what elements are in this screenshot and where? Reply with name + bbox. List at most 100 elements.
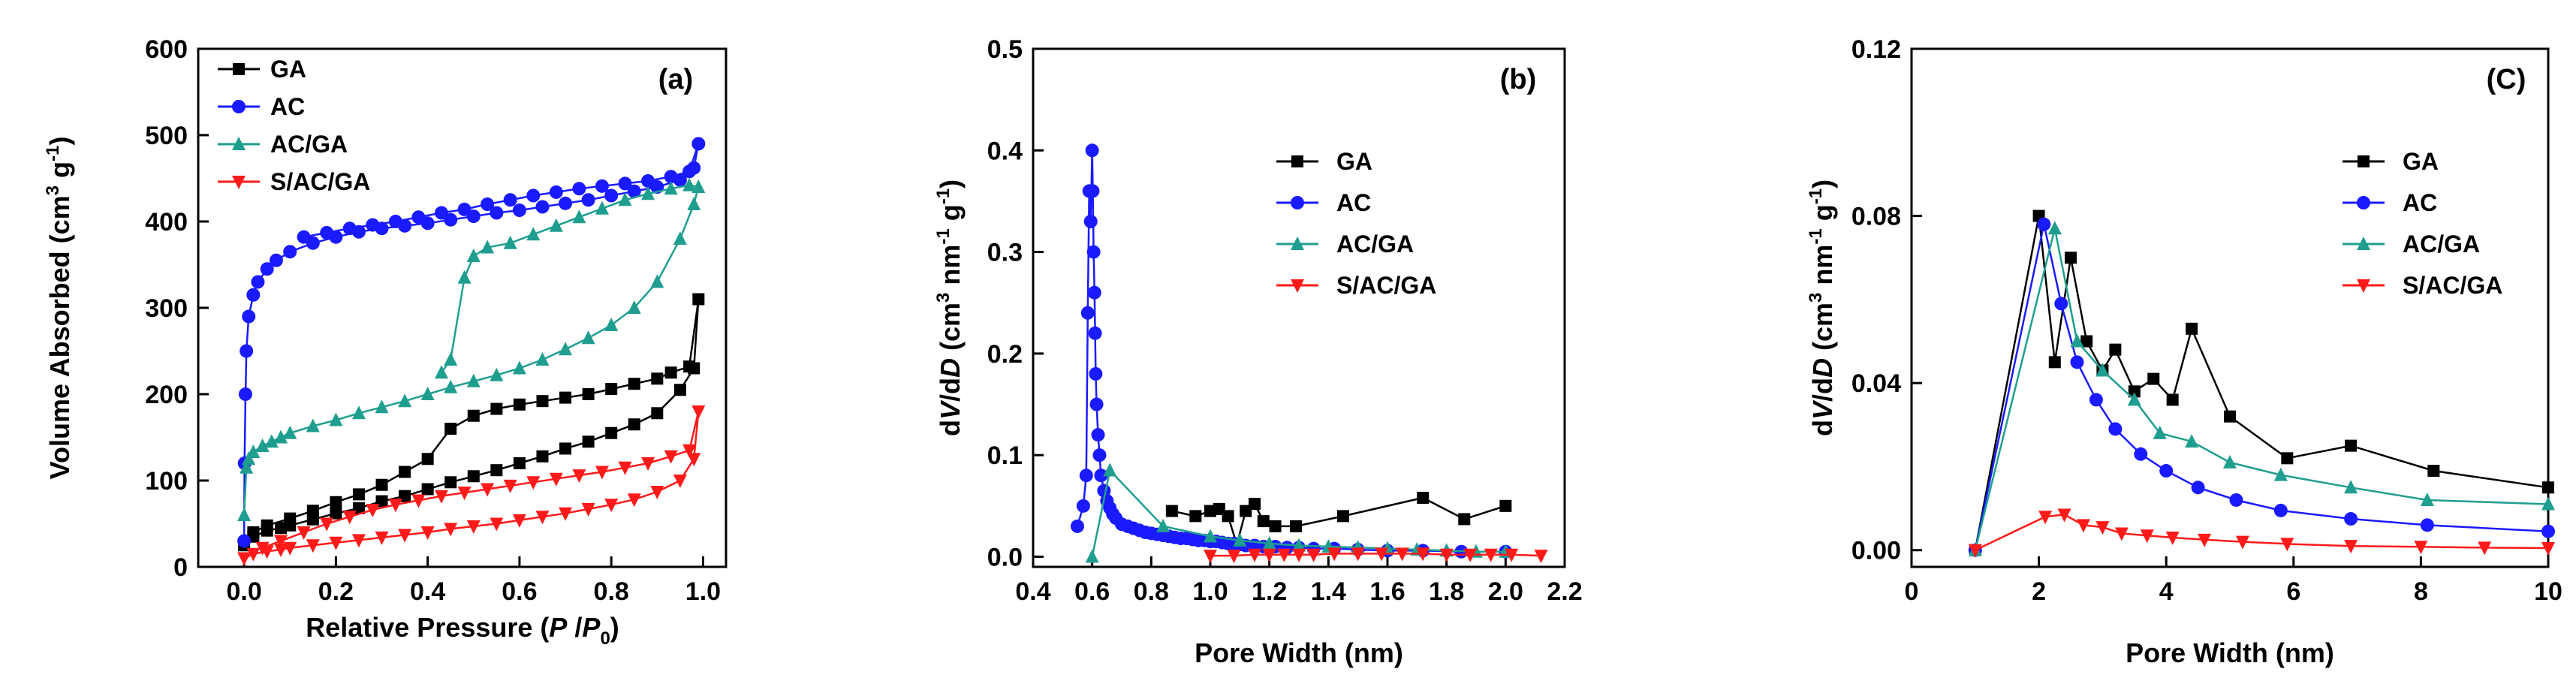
axis-ticks: 0 2 4 6 8 10 0.00 0.04 0.08 0.12 xyxy=(1851,35,2562,606)
data-point xyxy=(650,274,664,288)
data-point xyxy=(1227,550,1241,564)
data-point xyxy=(682,177,697,191)
x-tick-label: 0 xyxy=(1905,577,1919,606)
data-point xyxy=(329,536,343,550)
y-tick-label: 0.04 xyxy=(1851,369,1901,398)
data-point xyxy=(627,184,641,198)
legend-label: S/AC/GA xyxy=(270,168,370,195)
data-point xyxy=(255,438,270,452)
data-point xyxy=(481,240,495,254)
plot-frame xyxy=(1910,47,2550,568)
x-tick-label: 1.0 xyxy=(685,577,721,606)
legend-label: GA xyxy=(270,56,306,83)
data-point xyxy=(526,188,541,203)
legend-marker xyxy=(2358,155,2370,167)
data-point xyxy=(320,225,334,240)
y-tick-label: 500 xyxy=(145,122,188,150)
data-point xyxy=(572,469,586,484)
data-point xyxy=(466,520,481,534)
data-point xyxy=(682,444,697,458)
data-point xyxy=(1337,510,1349,523)
x-tick-label: 8 xyxy=(2414,577,2428,606)
legend: GA AC AC/GA S/AC/GA xyxy=(1276,148,1436,299)
data-point xyxy=(1417,492,1430,504)
data-point xyxy=(2281,452,2294,465)
series-s-ac-ga xyxy=(237,405,706,566)
data-point xyxy=(1165,505,1178,517)
y-tick-label: 0.3 xyxy=(987,239,1023,267)
x-tick-label: 1.2 xyxy=(1252,577,1287,606)
panel-b: 0.4 0.6 0.8 1.0 1.2 1.4 1.6 1.8 2.0 2.2 0.0 0.1 0.2 0… xyxy=(933,35,1583,668)
data-point xyxy=(618,176,632,191)
legend-marker xyxy=(1291,279,1304,293)
data-point xyxy=(2038,511,2053,525)
data-point xyxy=(1375,547,1389,562)
data-point xyxy=(549,472,563,487)
data-point xyxy=(2420,518,2434,532)
data-point xyxy=(1499,499,1512,512)
data-point xyxy=(664,450,678,464)
series-s-ac-ga xyxy=(1204,547,1548,564)
data-point xyxy=(512,514,526,528)
data-point xyxy=(559,196,573,210)
y-tick-label: 600 xyxy=(145,35,188,64)
series-ac-ga xyxy=(237,177,706,521)
data-point xyxy=(2542,481,2554,494)
data-point xyxy=(2186,322,2198,335)
data-point xyxy=(388,215,402,228)
data-point xyxy=(375,478,388,491)
x-tick-label: 10 xyxy=(2534,577,2562,606)
data-point xyxy=(434,490,448,504)
axis-ticks: 0.4 0.6 0.8 1.0 1.2 1.4 1.6 1.8 2.0 2.2 0.0 0.1 0.2 0… xyxy=(987,35,1583,606)
data-point xyxy=(673,475,687,488)
data-point xyxy=(2224,410,2236,423)
data-point xyxy=(2070,355,2084,369)
data-point xyxy=(237,534,252,548)
legend-label: S/AC/GA xyxy=(2403,272,2502,299)
y-tick-label: 200 xyxy=(145,381,188,409)
data-point xyxy=(2054,297,2068,311)
data-point xyxy=(1249,498,1261,511)
data-point xyxy=(2345,439,2358,452)
data-point xyxy=(297,526,311,540)
legend-marker xyxy=(2357,196,2370,209)
data-point xyxy=(582,435,595,448)
data-point xyxy=(352,488,365,501)
data-point xyxy=(2037,217,2051,231)
data-point xyxy=(581,502,595,517)
data-point xyxy=(604,499,619,513)
data-point xyxy=(1071,519,1084,533)
data-point xyxy=(2114,527,2129,541)
data-point xyxy=(375,531,389,545)
data-point xyxy=(269,253,283,267)
data-point xyxy=(651,372,664,385)
x-tick-label: 2 xyxy=(2032,577,2046,606)
data-point xyxy=(2344,480,2358,494)
data-point xyxy=(444,212,458,227)
legend-label: S/AC/GA xyxy=(1336,272,1436,299)
data-point xyxy=(342,221,357,236)
data-point xyxy=(651,407,664,420)
data-point xyxy=(687,197,701,210)
data-point xyxy=(466,209,481,224)
data-point xyxy=(1088,326,1102,340)
data-point xyxy=(512,203,526,218)
data-point xyxy=(246,444,261,459)
data-point xyxy=(572,182,586,196)
data-point xyxy=(1094,469,1108,483)
data-point xyxy=(650,485,664,499)
data-point xyxy=(2541,496,2555,511)
x-tick-label: 4 xyxy=(2159,577,2174,606)
data-point xyxy=(283,425,297,439)
data-point xyxy=(264,434,279,448)
x-tick-label: 0.0 xyxy=(226,577,261,606)
data-point xyxy=(604,318,619,331)
data-point xyxy=(2541,524,2555,538)
legend-marker xyxy=(232,100,246,113)
data-point xyxy=(398,393,412,408)
data-point xyxy=(2048,356,2061,369)
y-tick-label: 0.0 xyxy=(987,543,1023,571)
data-point xyxy=(628,418,640,431)
data-point xyxy=(595,179,609,193)
data-point xyxy=(559,391,572,404)
